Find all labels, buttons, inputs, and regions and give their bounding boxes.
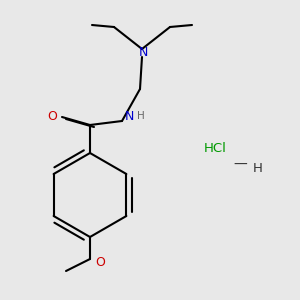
Text: O: O [95, 256, 105, 268]
Text: HCl: HCl [204, 142, 226, 154]
Text: O: O [47, 110, 57, 122]
Text: N: N [138, 46, 148, 59]
Text: —: — [233, 158, 247, 172]
Text: H: H [137, 111, 145, 121]
Text: H: H [253, 161, 263, 175]
Text: N: N [124, 110, 134, 122]
